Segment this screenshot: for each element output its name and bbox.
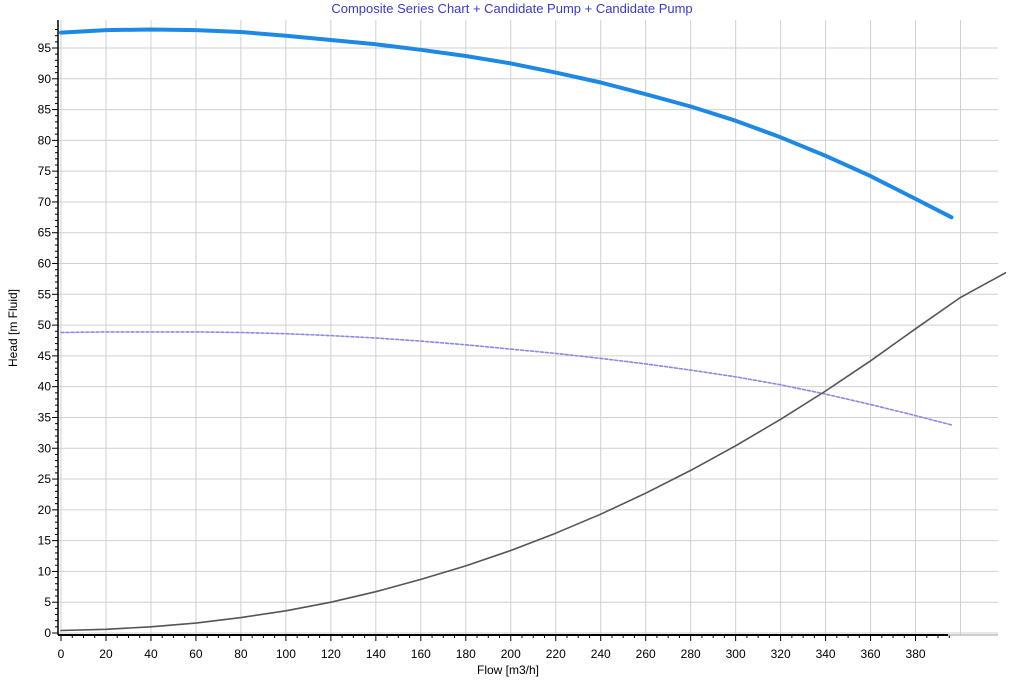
series-3-line: [60, 271, 1007, 632]
y-tick-labels: 0 5 10 15 20 25 30 35 40 45 50 55 60 65 70 75 80 85 90 95: [38, 41, 52, 640]
x-tick-label: 340: [816, 647, 836, 661]
axes: [52, 20, 998, 641]
y-tick-label: 45: [38, 349, 52, 363]
y-tick-label: 65: [38, 226, 52, 240]
horizontal-grid-lines: [58, 47, 998, 634]
y-tick-label: 90: [38, 72, 52, 86]
vertical-grid-lines: [60, 20, 962, 635]
series-1-line: [59, 27, 954, 220]
y-tick-label: 95: [38, 41, 52, 55]
x-tick-label: 240: [591, 647, 611, 661]
y-tick-label: 5: [44, 595, 51, 609]
y-tick-label: 40: [38, 380, 52, 394]
x-tick-label: 160: [411, 647, 431, 661]
y-tick-label: 50: [38, 318, 52, 332]
x-tick-label: 0: [58, 647, 65, 661]
x-tick-label: 260: [636, 647, 656, 661]
chart-title: Composite Series Chart + Candidate Pump …: [331, 1, 693, 16]
y-tick-label: 75: [38, 164, 52, 178]
x-tick-labels: 0 20 40 60 80 100 120 140 160 180 200 220 240 260 280 3…: [58, 647, 926, 661]
y-tick-label: 30: [38, 441, 52, 455]
x-tick-label: 320: [771, 647, 791, 661]
y-tick-label: 0: [44, 626, 51, 640]
x-tick-label: 60: [189, 647, 203, 661]
y-tick-label: 35: [38, 410, 52, 424]
x-tick-label: 140: [366, 647, 386, 661]
y-tick-label: 60: [38, 257, 52, 271]
x-tick-label: 300: [726, 647, 746, 661]
y-axis-title: Head [m Fluid]: [6, 289, 20, 367]
x-tick-label: 280: [681, 647, 701, 661]
x-tick-label: 380: [906, 647, 926, 661]
x-tick-label: 100: [276, 647, 296, 661]
series-2-line: [60, 331, 953, 426]
x-tick-label: 20: [99, 647, 113, 661]
x-tick-label: 180: [456, 647, 476, 661]
y-tick-label: 55: [38, 287, 52, 301]
minor-tick-marks: [55, 29, 950, 638]
y-tick-label: 20: [38, 503, 52, 517]
x-tick-label: 220: [546, 647, 566, 661]
x-tick-label: 200: [501, 647, 521, 661]
y-tick-label: 70: [38, 195, 52, 209]
x-axis-title: Flow [m3/h]: [477, 663, 539, 677]
y-tick-label: 25: [38, 472, 52, 486]
x-tick-label: 120: [321, 647, 341, 661]
x-tick-label: 40: [144, 647, 158, 661]
y-tick-label: 80: [38, 133, 52, 147]
y-tick-label: 85: [38, 103, 52, 117]
x-tick-label: 360: [861, 647, 881, 661]
series-layer: [59, 27, 1007, 632]
x-tick-label: 80: [234, 647, 248, 661]
y-tick-label: 10: [38, 564, 52, 578]
y-tick-label: 15: [38, 534, 52, 548]
